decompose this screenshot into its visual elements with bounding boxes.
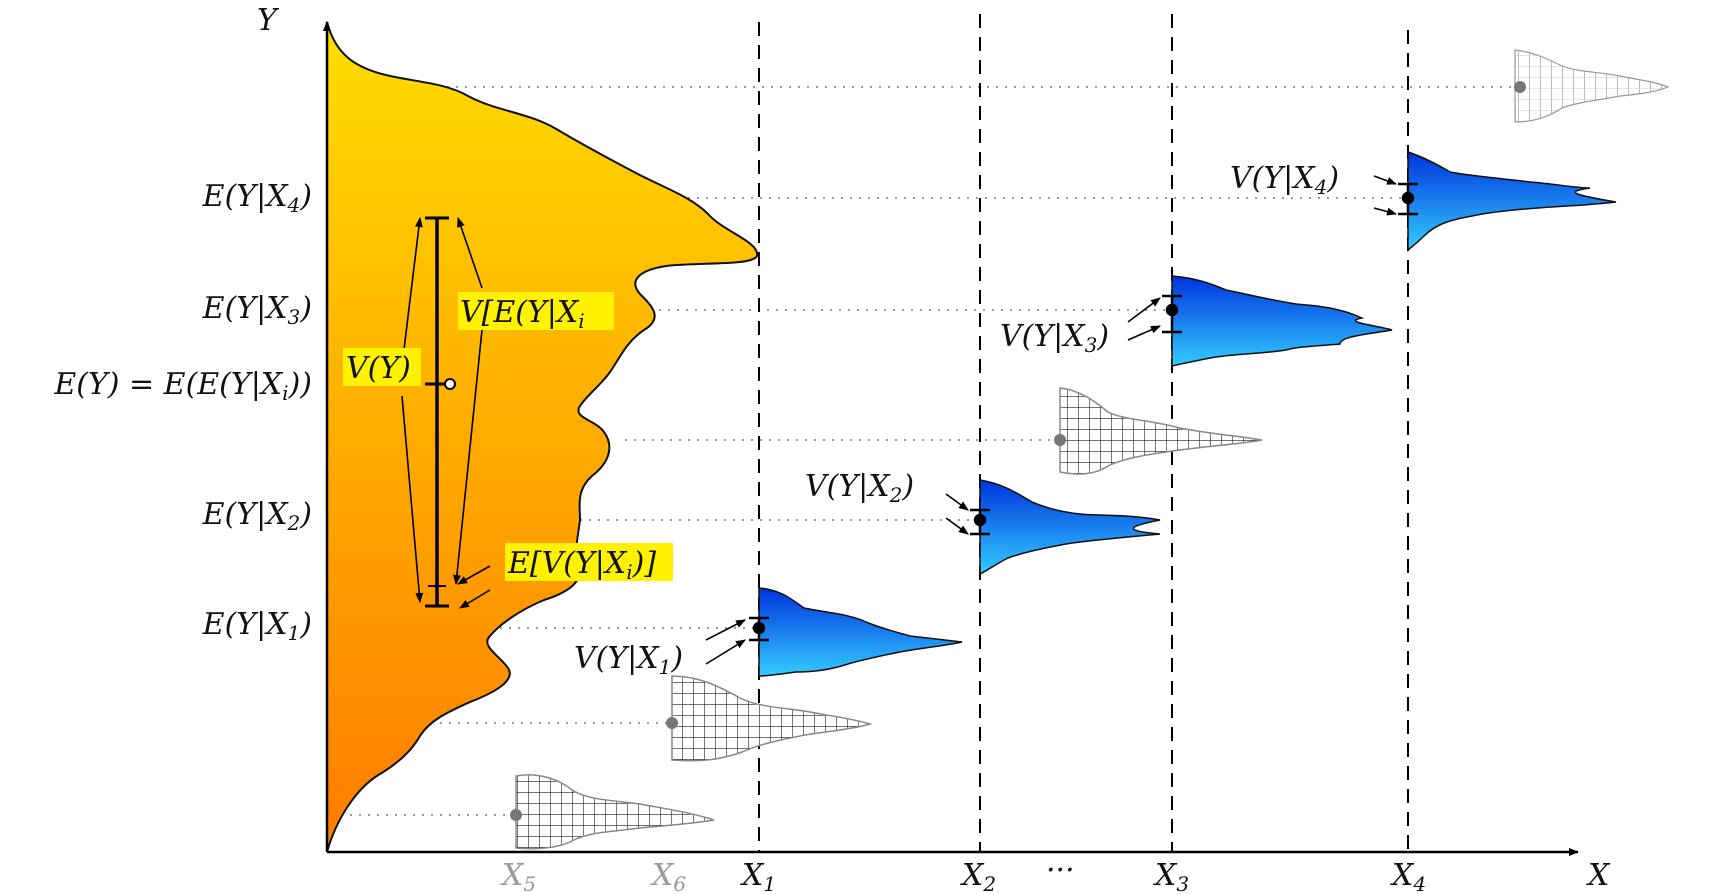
x-tick-x4: X4 (1390, 858, 1426, 894)
label-vy-given-x3: V(Y|X3) (1000, 319, 1109, 357)
arrow-vx4-upper (1373, 175, 1397, 185)
variance-bracket (425, 216, 456, 608)
conditional-distribution-x3 (1171, 275, 1393, 367)
conditional-mean-dot-x3 (1165, 303, 1179, 317)
error-bar-x1 (749, 616, 769, 642)
label-vy-given-x4: V(Y|X4) (1230, 161, 1339, 199)
pointer-arrows (401, 175, 1397, 665)
arrow-vy-down (401, 395, 424, 603)
hatched-mean-dot-x5 (510, 809, 522, 821)
conditional-mean-dot-x2 (973, 513, 987, 527)
axes (323, 21, 1579, 856)
hatched-distribution-x5 (515, 774, 715, 850)
label-total-variance: V(Y) (346, 351, 411, 386)
label-ey-given-x4: E(Y|X4) (202, 179, 312, 217)
arrow-ev-lower (459, 589, 491, 609)
error-bar-x4 (1398, 182, 1418, 216)
error-bar-x3 (1162, 294, 1182, 334)
conditional-mean-dot-x1 (752, 621, 766, 635)
x-tick-ellipsis: ··· (1046, 853, 1075, 888)
arrow-vx2-upper (945, 493, 969, 511)
label-expectation-of-variance: E[V(Y|Xi)] (507, 546, 656, 584)
marginal-distribution (326, 21, 759, 853)
overall-mean-marker (444, 378, 456, 390)
conditional-distribution-x1 (758, 587, 963, 677)
label-ey-given-x1: E(Y|X1) (202, 607, 312, 645)
hatched-distribution-x6 (671, 675, 873, 762)
x-tick-x1: X1 (740, 858, 776, 894)
label-vy-given-x2: V(Y|X2) (805, 469, 914, 507)
highlight-expectation-of-variance (505, 543, 673, 581)
hatched-mean-dot-x6 (666, 717, 678, 729)
conditional-distributions (758, 150, 1617, 677)
arrow-vx1-upper (705, 619, 746, 641)
conditional-distribution-x2 (979, 479, 1161, 576)
highlight-variance-of-expectation (458, 292, 614, 330)
arrow-vx3-upper (1127, 297, 1161, 323)
hatched-mean-dot-top (1514, 81, 1526, 93)
arrow-vx4-lower (1373, 207, 1397, 216)
x-axis-label: X (1586, 858, 1611, 893)
arrow-vx2-lower (945, 517, 969, 535)
arrow-vx1-lower (705, 639, 746, 665)
hatched-mean-dot-mid (1054, 434, 1066, 446)
conditional-mean-dot-x4 (1401, 191, 1415, 205)
highlight-total-variance (343, 348, 421, 386)
conditional-markers (749, 182, 1418, 642)
arrow-ve-up (457, 217, 483, 289)
y-axis-label: Y (257, 3, 280, 38)
label-variance-of-expectation: V[E(Y|Xi (460, 295, 585, 333)
label-ey-given-x3: E(Y|X3) (202, 291, 312, 329)
label-ey-given-x2: E(Y|X2) (202, 497, 312, 535)
hatched-distributions (510, 49, 1670, 850)
hatched-distribution-mid (1059, 387, 1263, 475)
arrow-ev-upper (457, 565, 491, 585)
label-vy-given-x1: V(Y|X1) (574, 641, 683, 679)
x-tick-x3: X3 (1153, 858, 1189, 894)
label-ey-overall: E(Y) = E(E(Y|Xi)) (53, 367, 312, 405)
x-tick-x5: X5 (500, 858, 536, 894)
arrow-vx3-lower (1127, 325, 1161, 341)
conditional-distribution-x4 (1407, 150, 1617, 252)
x-tick-x2: X2 (960, 858, 996, 894)
arrow-ve-down (452, 329, 483, 585)
x-tick-x6: X6 (650, 858, 686, 894)
error-bar-x2 (970, 508, 990, 536)
hatched-distribution-top (1514, 49, 1670, 123)
arrow-vy-up (401, 217, 423, 367)
